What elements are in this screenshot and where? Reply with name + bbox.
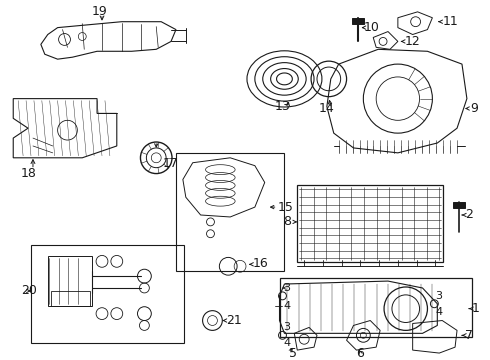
Bar [50,291,90,306]
Text: 7: 7 [465,329,473,342]
Text: 9: 9 [470,102,478,115]
Bar [297,185,443,262]
Text: 20: 20 [21,284,37,297]
Text: 10: 10 [364,21,379,34]
Text: 3: 3 [283,323,291,332]
Bar [352,18,365,24]
Bar [453,202,465,208]
Text: 18: 18 [21,167,37,180]
Text: 3: 3 [435,291,442,301]
Bar [48,256,92,306]
Text: 3: 3 [283,283,291,293]
Text: 4: 4 [283,338,291,348]
Text: 8: 8 [283,215,292,228]
Text: 11: 11 [442,15,458,28]
Text: 17: 17 [163,157,179,170]
Text: 21: 21 [226,314,242,327]
Text: 13: 13 [274,100,291,113]
Text: 14: 14 [319,102,335,115]
Text: 2: 2 [465,208,473,221]
Text: 4: 4 [283,301,291,311]
Text: 16: 16 [253,257,269,270]
Text: 1: 1 [472,302,480,315]
Text: 12: 12 [405,35,420,48]
Bar [31,244,184,343]
Text: 15: 15 [277,201,294,213]
Text: 19: 19 [92,5,108,18]
Bar [279,278,472,337]
Text: 5: 5 [290,347,297,360]
Text: 6: 6 [356,347,365,360]
Bar [176,153,285,271]
Text: 4: 4 [435,307,442,317]
